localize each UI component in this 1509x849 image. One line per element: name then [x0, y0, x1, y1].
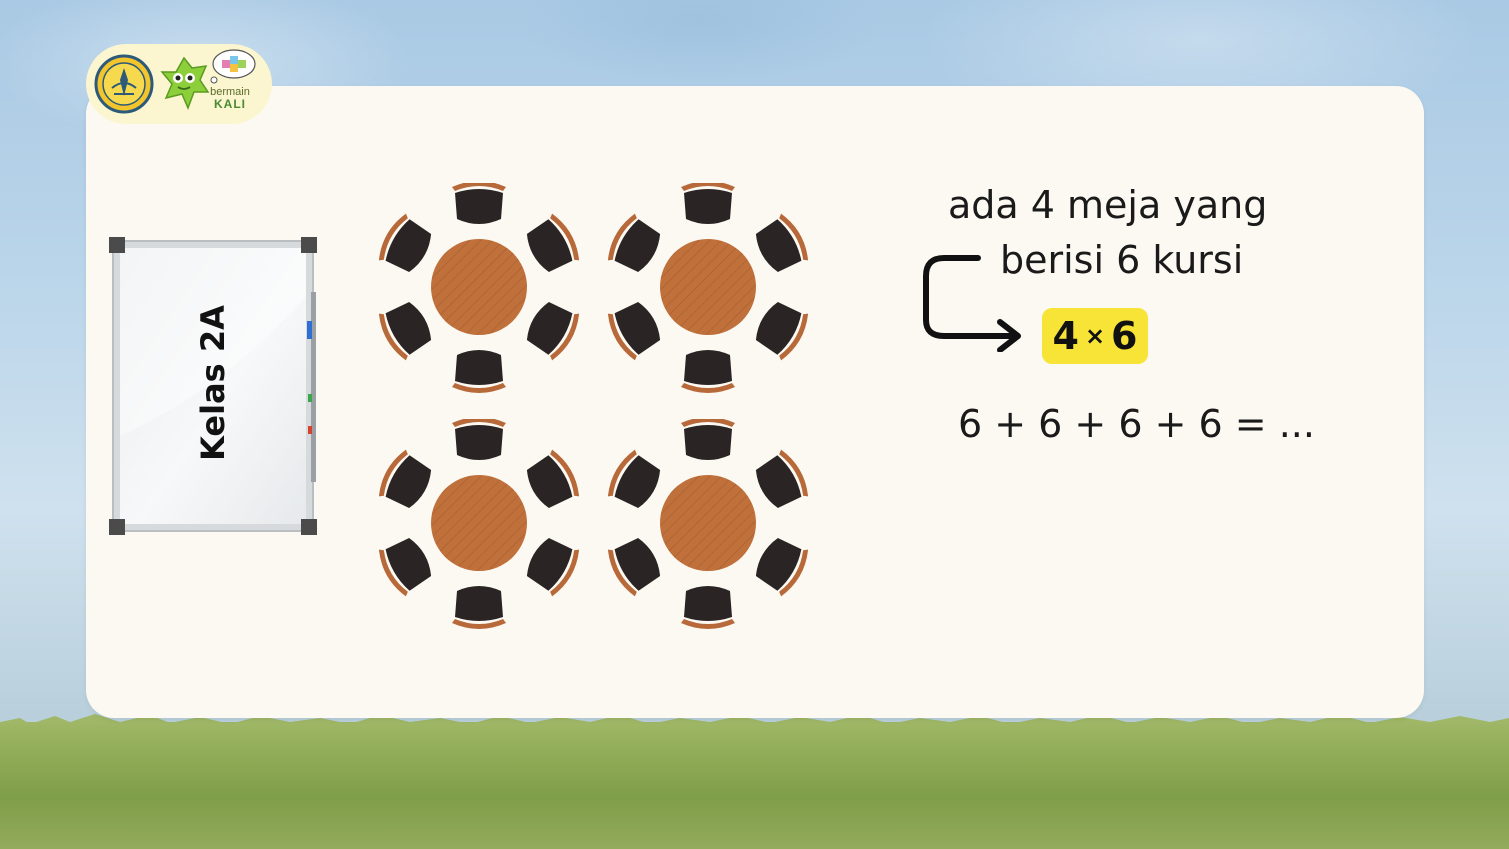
grass-background — [0, 722, 1509, 849]
logo-text-bermain: bermain — [210, 86, 250, 98]
class-name-text: Kelas 2A — [194, 305, 232, 461]
table-with-chairs-2 — [608, 183, 808, 393]
multiplication-expression: 4 × 6 — [1042, 308, 1148, 364]
table-with-chairs-3 — [379, 419, 579, 629]
bent-arrow-icon — [923, 255, 1021, 352]
problem-line-1: ada 4 meja yang — [948, 183, 1268, 227]
mascot-logo — [160, 56, 210, 111]
whiteboard — [109, 237, 317, 535]
logo-text-kali: KALI — [214, 97, 246, 111]
problem-line-2: berisi 6 kursi — [1000, 238, 1244, 282]
multiplication-highlight — [1042, 308, 1148, 364]
table-with-chairs-4 — [608, 419, 808, 629]
table-with-chairs-1 — [379, 183, 579, 393]
multiplication-left: 4 — [1052, 314, 1079, 358]
multiplication-operator: × — [1084, 322, 1106, 350]
ministry-seal-logo — [94, 54, 154, 114]
multiplication-right: 6 — [1111, 314, 1138, 358]
thought-bubble-icon — [210, 49, 256, 84]
addition-equation: 6 + 6 + 6 + 6 = ... — [958, 402, 1315, 446]
